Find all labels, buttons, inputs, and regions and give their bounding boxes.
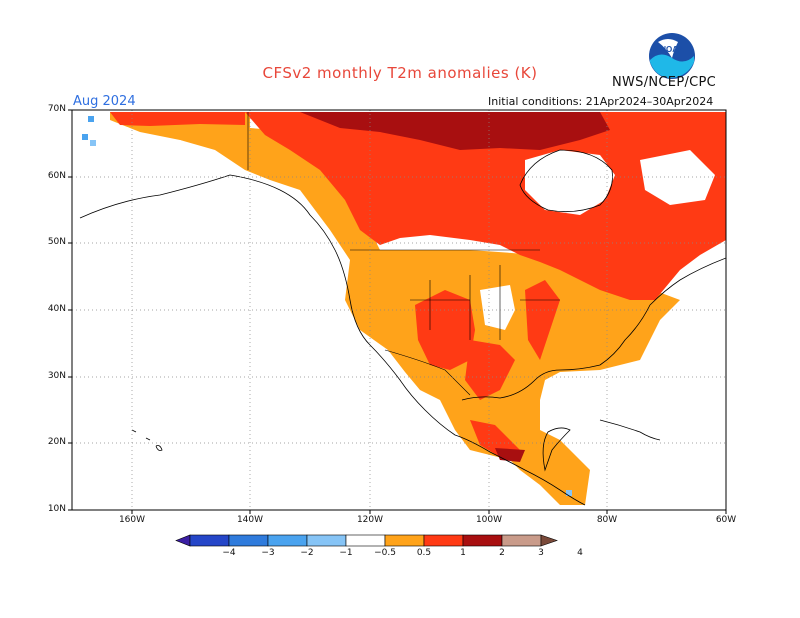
target-month: Aug 2024 bbox=[73, 94, 136, 109]
agency-label: NWS/NCEP/CPC bbox=[612, 75, 717, 90]
lon-label-120w: 120W bbox=[356, 515, 384, 525]
anomaly-cell-negative-4 bbox=[566, 490, 572, 496]
lat-label-70n: 70N bbox=[47, 104, 66, 114]
anomaly-cell-negative-1 bbox=[88, 116, 94, 122]
anomaly-region-red-texas bbox=[465, 340, 515, 400]
colorbar-segment bbox=[345, 534, 386, 547]
anomaly-cell-negative-3 bbox=[90, 140, 96, 146]
colorbar-tick-label: −0.5 bbox=[374, 548, 396, 558]
noaa-logo: NOAA bbox=[649, 33, 695, 79]
chart-title: CFSv2 monthly T2m anomalies (K) bbox=[262, 64, 538, 82]
colorbar-arrow-low bbox=[175, 534, 191, 547]
graticule bbox=[72, 110, 726, 510]
anomaly-region-darkred-arctic bbox=[300, 112, 610, 150]
colorbar-arrow-high bbox=[540, 534, 558, 547]
anomaly-cell-negative-2 bbox=[82, 134, 88, 140]
lat-label-50n: 50N bbox=[47, 237, 66, 247]
colorbar-segment bbox=[189, 534, 230, 547]
colorbar-tick-label: 3 bbox=[538, 548, 544, 558]
colorbar-tick-label: 0.5 bbox=[416, 548, 432, 558]
anomaly-region-red-north bbox=[245, 112, 726, 300]
initial-conditions: Initial conditions: 21Apr2024–30Apr2024 bbox=[488, 95, 714, 108]
colorbar-tick-label: 2 bbox=[499, 548, 505, 558]
colorbar-tick-label: −2 bbox=[300, 548, 314, 558]
colorbar-segment bbox=[501, 534, 542, 547]
colorbar-segment bbox=[462, 534, 503, 547]
colorbar-tick-label: −3 bbox=[261, 548, 275, 558]
colorbar-tick-label: 1 bbox=[460, 548, 466, 558]
lat-label-30n: 30N bbox=[47, 371, 66, 381]
axis-ticks bbox=[68, 109, 727, 514]
lat-label-40n: 40N bbox=[47, 304, 66, 314]
lon-label-80w: 80W bbox=[596, 515, 618, 525]
colorbar-tick-label: 4 bbox=[577, 548, 583, 558]
colorbar-tick-label: −1 bbox=[339, 548, 353, 558]
colorbar bbox=[175, 534, 558, 547]
neutral-region-labrador bbox=[640, 150, 715, 205]
colorbar-segment bbox=[384, 534, 425, 547]
neutral-region-hudson-bay bbox=[525, 150, 615, 215]
anomaly-region-red-canada-west bbox=[110, 112, 245, 126]
anomaly-region-light bbox=[110, 112, 680, 505]
colorbar-segment bbox=[228, 534, 269, 547]
lon-label-140w: 140W bbox=[236, 515, 264, 525]
lon-label-60w: 60W bbox=[715, 515, 737, 525]
lat-label-10n: 10N bbox=[47, 504, 66, 514]
coastlines bbox=[79, 149, 726, 506]
lat-label-60n: 60N bbox=[47, 171, 66, 181]
lon-label-160w: 160W bbox=[118, 515, 146, 525]
logo-text: NOAA bbox=[660, 45, 684, 54]
lon-label-100w: 100W bbox=[475, 515, 503, 525]
colorbar-segment bbox=[423, 534, 464, 547]
lat-label-20n: 20N bbox=[47, 437, 66, 447]
anomaly-region-darkred-central-america bbox=[495, 448, 525, 462]
political-borders bbox=[247, 112, 560, 396]
colorbar-segment bbox=[267, 534, 308, 547]
neutral-region-alaska bbox=[72, 140, 250, 215]
anomaly-fields bbox=[72, 112, 726, 505]
colorbar-tick-label: −4 bbox=[222, 548, 236, 558]
colorbar-segment bbox=[306, 534, 347, 547]
